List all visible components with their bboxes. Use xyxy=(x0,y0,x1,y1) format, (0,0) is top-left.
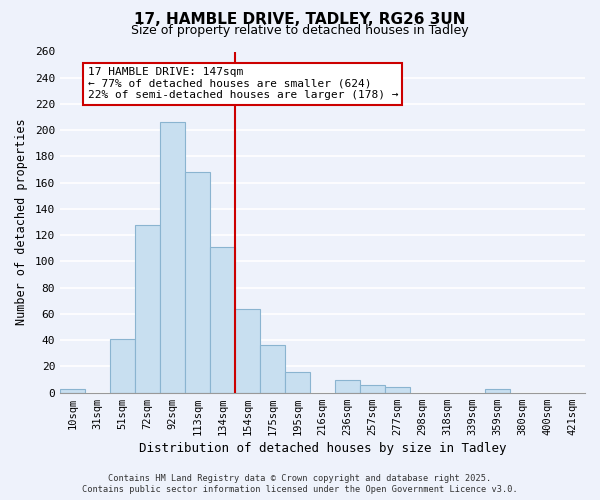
Bar xyxy=(385,388,410,392)
Text: 17, HAMBLE DRIVE, TADLEY, RG26 3UN: 17, HAMBLE DRIVE, TADLEY, RG26 3UN xyxy=(134,12,466,26)
Bar xyxy=(235,308,260,392)
Bar xyxy=(485,389,510,392)
Bar xyxy=(135,224,160,392)
Text: 17 HAMBLE DRIVE: 147sqm
← 77% of detached houses are smaller (624)
22% of semi-d: 17 HAMBLE DRIVE: 147sqm ← 77% of detache… xyxy=(88,67,398,100)
Bar xyxy=(110,339,135,392)
Text: Contains HM Land Registry data © Crown copyright and database right 2025.
Contai: Contains HM Land Registry data © Crown c… xyxy=(82,474,518,494)
Bar xyxy=(210,247,235,392)
Bar xyxy=(160,122,185,392)
Bar xyxy=(285,372,310,392)
Bar xyxy=(260,346,285,393)
Bar xyxy=(185,172,210,392)
Bar xyxy=(60,389,85,392)
Bar xyxy=(360,385,385,392)
X-axis label: Distribution of detached houses by size in Tadley: Distribution of detached houses by size … xyxy=(139,442,506,455)
Bar xyxy=(335,380,360,392)
Y-axis label: Number of detached properties: Number of detached properties xyxy=(15,119,28,326)
Text: Size of property relative to detached houses in Tadley: Size of property relative to detached ho… xyxy=(131,24,469,37)
